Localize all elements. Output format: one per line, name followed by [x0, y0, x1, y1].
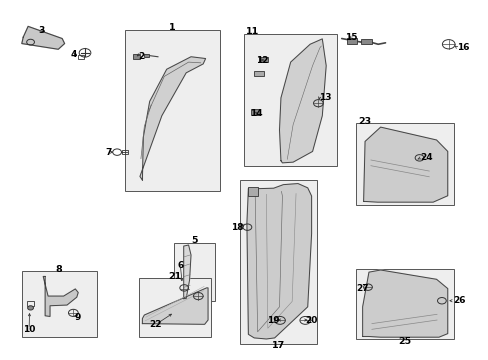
Bar: [122, 150, 127, 154]
Bar: [248, 187, 258, 196]
Polygon shape: [183, 245, 191, 298]
Bar: [244, 33, 336, 166]
Bar: [174, 243, 215, 301]
Bar: [27, 301, 34, 306]
Text: 1: 1: [169, 23, 176, 32]
Bar: [250, 109, 259, 115]
Text: 26: 26: [453, 296, 465, 305]
Bar: [356, 123, 453, 205]
Polygon shape: [140, 57, 205, 180]
Bar: [361, 39, 371, 44]
Bar: [138, 278, 211, 337]
Text: 9: 9: [74, 313, 81, 322]
Bar: [143, 54, 148, 57]
Text: 10: 10: [23, 325, 35, 334]
Text: 18: 18: [230, 222, 243, 231]
Text: 8: 8: [56, 265, 62, 274]
Bar: [356, 269, 453, 339]
Bar: [239, 180, 317, 344]
Text: 27: 27: [355, 284, 368, 293]
Text: 5: 5: [191, 236, 197, 245]
Text: 19: 19: [267, 316, 280, 325]
Text: 24: 24: [420, 153, 432, 162]
Bar: [22, 271, 97, 337]
Text: 2: 2: [138, 52, 144, 61]
Text: 20: 20: [305, 316, 317, 325]
Polygon shape: [142, 288, 207, 324]
Text: 17: 17: [272, 341, 285, 350]
Circle shape: [28, 306, 33, 310]
Bar: [78, 55, 83, 59]
Text: 25: 25: [398, 337, 411, 346]
Bar: [259, 57, 267, 62]
Polygon shape: [362, 270, 447, 337]
Bar: [253, 71, 264, 76]
Polygon shape: [43, 276, 78, 316]
Polygon shape: [246, 184, 311, 339]
Bar: [132, 54, 140, 59]
Text: 7: 7: [105, 148, 112, 157]
Text: 6: 6: [177, 261, 183, 270]
Text: 22: 22: [148, 320, 161, 329]
Text: 21: 21: [168, 272, 181, 281]
Text: 15: 15: [345, 33, 357, 42]
Text: 3: 3: [38, 26, 44, 35]
Polygon shape: [363, 127, 447, 202]
Bar: [346, 38, 357, 44]
Text: 13: 13: [319, 93, 331, 102]
Text: 4: 4: [70, 50, 77, 59]
Bar: [125, 30, 220, 191]
Text: 14: 14: [249, 109, 262, 118]
Text: 16: 16: [457, 43, 469, 52]
Text: 12: 12: [256, 56, 268, 65]
Polygon shape: [279, 39, 325, 163]
Text: 23: 23: [357, 117, 370, 126]
Polygon shape: [22, 26, 64, 49]
Text: 11: 11: [245, 27, 259, 36]
